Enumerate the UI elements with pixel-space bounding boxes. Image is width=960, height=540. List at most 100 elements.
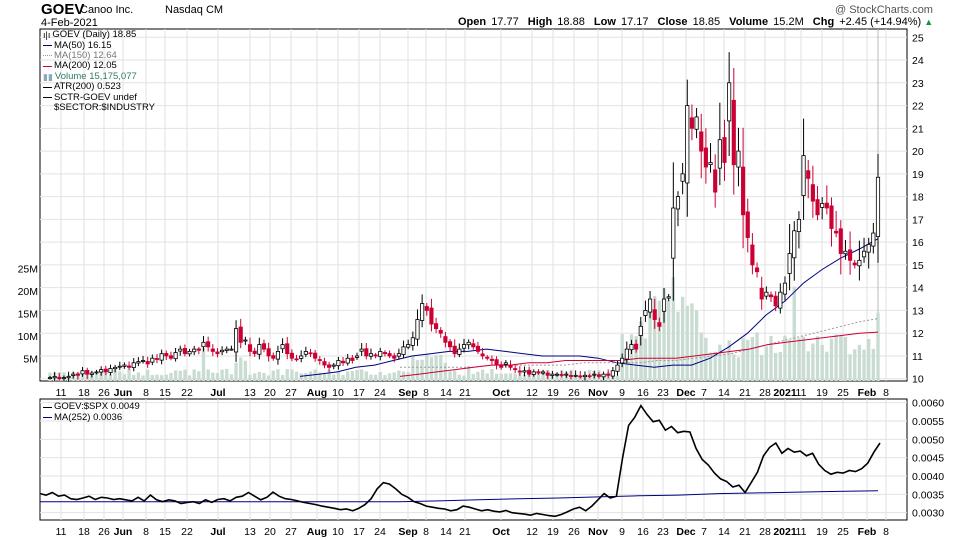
candle-body xyxy=(331,364,336,367)
quote-bar: Open 17.77 High 18.88 Low 17.17 Close 18… xyxy=(458,16,939,28)
candle-body xyxy=(801,155,806,196)
ratio-ma252-line xyxy=(40,490,879,503)
candle-body xyxy=(434,323,439,330)
candle-body xyxy=(759,287,764,300)
x-tick-label: 12 xyxy=(526,387,538,399)
candle-body xyxy=(643,310,648,316)
candle-body xyxy=(89,372,94,375)
volume-bar xyxy=(108,374,113,381)
candle-body xyxy=(824,202,829,209)
volume-bar xyxy=(364,371,368,381)
volume-bar xyxy=(820,344,824,381)
volume-bar xyxy=(397,370,401,381)
volume-bar xyxy=(760,355,764,381)
candle-body xyxy=(280,344,285,350)
candle-body xyxy=(443,336,448,343)
volume-bar xyxy=(806,351,810,381)
candle-body xyxy=(489,358,494,361)
candle-body xyxy=(736,150,741,168)
candle-body xyxy=(289,352,294,359)
volume-bar xyxy=(299,373,303,381)
volume-bar xyxy=(811,343,815,381)
volume-bar xyxy=(797,338,801,381)
x-tick-label: Dec xyxy=(676,387,695,399)
volume-bar xyxy=(499,373,503,381)
candle-body xyxy=(624,348,629,360)
price-tick-label: 16 xyxy=(912,237,924,249)
volume-bar xyxy=(220,369,224,381)
candle-body xyxy=(447,341,453,348)
candle-body xyxy=(754,267,760,273)
candle-body xyxy=(61,377,67,379)
x-tick-label: 8 xyxy=(423,387,429,399)
candle-body xyxy=(145,361,150,365)
volume-bar xyxy=(113,369,117,381)
x-tick-label: 11 xyxy=(56,526,67,538)
candle-body xyxy=(792,230,797,259)
volume-bar xyxy=(843,336,848,381)
axis-labels: 1011121314151617181920212223242511111818… xyxy=(18,32,945,538)
candlestick-icon: ı|ı xyxy=(43,30,51,41)
volume-bar xyxy=(466,366,471,381)
volume-bar xyxy=(662,288,666,381)
candle-body xyxy=(140,360,146,362)
volume-bar xyxy=(476,371,480,381)
x-tick-label: 18 xyxy=(78,526,90,538)
candle-body xyxy=(94,371,99,374)
open-value: 17.77 xyxy=(491,16,519,28)
volume-bar xyxy=(341,374,345,381)
candle-body xyxy=(848,249,853,261)
candle-body xyxy=(336,360,341,367)
volume-bar xyxy=(848,354,852,381)
volume-bar xyxy=(104,372,108,381)
candle-body xyxy=(666,296,671,299)
volume-bar xyxy=(387,373,392,381)
volume-bar xyxy=(378,372,382,381)
volume-bar xyxy=(508,373,513,381)
x-tick-label: 9 xyxy=(619,526,625,538)
candle-body xyxy=(857,259,862,267)
ticker-symbol: GOEV xyxy=(41,1,85,18)
x-tick-label: 15 xyxy=(159,526,171,538)
candle-body xyxy=(573,374,578,377)
volume-bar xyxy=(629,334,634,381)
volume-bar xyxy=(741,338,745,381)
chg-label: Chg xyxy=(812,16,835,28)
x-tick-label: Jul xyxy=(210,526,225,538)
candle-body xyxy=(582,374,588,378)
volume-bar xyxy=(201,348,206,381)
volume-bar xyxy=(527,373,531,381)
price-tick-label: 12 xyxy=(912,328,924,340)
legend-ratio: GOEV:$SPX 0.0049 xyxy=(43,402,140,412)
volume-bar xyxy=(327,370,331,381)
volume-bar xyxy=(262,372,266,381)
volume-bar xyxy=(322,373,327,381)
x-tick-label: 16 xyxy=(637,387,649,399)
candle-body xyxy=(168,355,174,359)
x-tick-label: Dec xyxy=(676,526,695,538)
candle-body xyxy=(778,291,783,309)
x-tick-label: 14 xyxy=(718,387,730,399)
volume-bar xyxy=(136,372,141,381)
candle-body xyxy=(159,353,164,361)
x-tick-label: 22 xyxy=(181,387,193,399)
candle-body xyxy=(247,344,253,352)
volume-bar xyxy=(490,369,494,381)
candle-body xyxy=(838,228,843,254)
x-tick-label: 19 xyxy=(547,387,559,399)
x-tick-label: 26 xyxy=(568,387,580,399)
volume-tick-label: 10M xyxy=(18,331,38,343)
price-tick-label: 11 xyxy=(912,351,923,363)
candle-body xyxy=(806,170,811,179)
candle-body xyxy=(127,365,132,368)
volume-bar xyxy=(876,312,880,381)
volume-bars xyxy=(48,277,880,381)
candle-body xyxy=(182,348,187,355)
volume-bar xyxy=(625,354,629,381)
volume-bar xyxy=(332,374,336,381)
candle-body xyxy=(215,351,220,355)
chart-date: 4-Feb-2021 xyxy=(41,17,98,29)
candle-body xyxy=(694,116,699,130)
price-tick-label: 10 xyxy=(912,374,924,386)
x-tick-label: Feb xyxy=(858,387,877,399)
